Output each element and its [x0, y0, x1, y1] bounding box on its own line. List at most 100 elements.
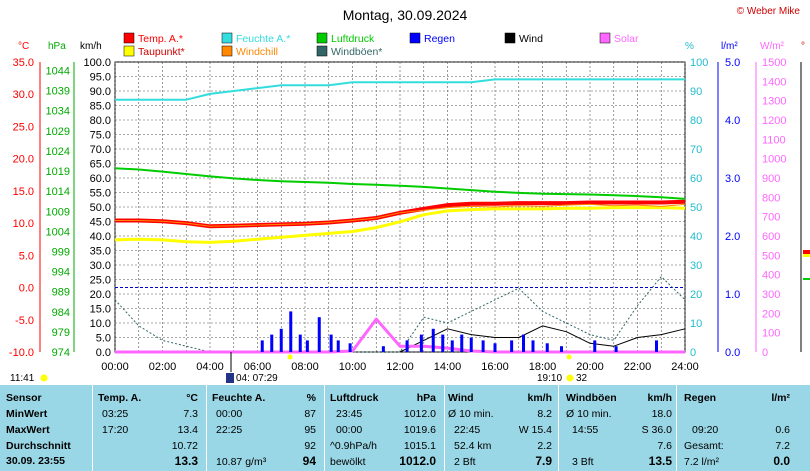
sensor-head: Sensor	[6, 392, 42, 404]
gust-max-time: 14:55	[572, 424, 599, 436]
rain-bar	[441, 334, 445, 352]
wind-tick: 20.0	[90, 289, 111, 301]
rain-bar	[469, 337, 473, 352]
temp-tick: 0.0	[19, 283, 34, 295]
legend-swatch	[599, 32, 611, 44]
temp-tick: -5.0	[15, 315, 34, 327]
rain-bar	[560, 346, 563, 352]
press-forecast: bewölkt	[330, 456, 366, 468]
rain-bar	[493, 343, 497, 352]
legend-label: Windchill	[236, 46, 278, 58]
rain-today: 7.2 l/m²	[684, 456, 720, 468]
temp-tick: 35.0	[13, 57, 34, 69]
rain-bar	[270, 334, 274, 352]
time-tick: 22:00	[624, 361, 652, 373]
pressure-tick: 1044	[46, 66, 70, 78]
humidity-tick: 80	[690, 115, 702, 127]
copyright: © Weber Mike	[736, 6, 800, 17]
press-head: Luftdruck	[330, 392, 379, 404]
hum-avg-value: 92	[304, 440, 316, 452]
series-line	[115, 317, 685, 354]
solar-tick: 700	[762, 212, 780, 224]
time-tick: 08:00	[291, 361, 319, 373]
solar-tick: 1500	[762, 57, 786, 69]
humidity-tick: 30	[690, 260, 702, 272]
wind-tick: 70.0	[90, 144, 111, 156]
rain-bar	[381, 346, 385, 352]
series-line	[115, 203, 686, 227]
legend-swatch	[409, 32, 421, 44]
wind-tick: 60.0	[90, 173, 111, 185]
wind-tick: 55.0	[90, 188, 111, 200]
summary-table: Sensor MinWert MaxWert Durchschnitt 30.0…	[0, 385, 810, 471]
hum-abs: 10.87 g/m³	[216, 456, 267, 468]
rain-bar	[289, 311, 293, 352]
time-tick: 18:00	[529, 361, 557, 373]
chart-title: Montag, 30.09.2024	[343, 7, 468, 23]
time-tick: 24:00	[671, 361, 699, 373]
solar-tick: 300	[762, 289, 780, 301]
pressure-tick: 1034	[46, 106, 70, 118]
row-label-avg: Durchschnitt	[6, 440, 71, 452]
rain-tick: 3.0	[725, 173, 740, 185]
temp-tick: 10.0	[13, 218, 34, 230]
solar-tick: 200	[762, 308, 780, 320]
legend-label: Solar	[614, 33, 639, 45]
wind-tick: 90.0	[90, 86, 111, 98]
press-min-time: 23:45	[336, 408, 363, 420]
col-pressure: Luftdruck hPa 23:45 1012.0 00:00 1019.6 …	[330, 385, 440, 471]
pressure-tick: 984	[52, 307, 70, 319]
pressure-tick: 1024	[46, 146, 70, 158]
wind-min-label: Ø 10 min.	[448, 408, 494, 420]
gust-min-label: Ø 10 min.	[566, 408, 612, 420]
wind-max-value: W 15.4	[518, 424, 552, 436]
wind-tick: 95.0	[90, 72, 111, 84]
wind-tick: 100.0	[83, 57, 111, 69]
rain-bar	[460, 334, 464, 352]
rain-current-value: 0.0	[773, 454, 790, 468]
series-line	[115, 78, 685, 101]
extra-mark-red	[803, 250, 810, 254]
hum-head: Feuchte A.	[212, 392, 266, 404]
extra-axis-unit: °	[801, 41, 805, 52]
rain-tick: 2.0	[725, 231, 740, 243]
hum-max-time: 22:25	[216, 424, 243, 436]
temp-tick: -10.0	[9, 347, 34, 359]
temp-tick: 5.0	[19, 250, 34, 262]
hum-min-value: 87	[304, 408, 316, 420]
wind-distance: 52.4 km	[454, 440, 492, 452]
solar-tick: 1400	[762, 76, 786, 88]
temp-tick: 20.0	[13, 154, 34, 166]
rain-bar	[531, 340, 535, 352]
solar-tick: 0	[762, 347, 768, 359]
press-max-time: 00:00	[336, 424, 363, 436]
wind-tick: 35.0	[90, 246, 111, 258]
rain-bar	[431, 328, 435, 352]
rain-bar	[305, 340, 309, 352]
time-tick: 04:00	[196, 361, 224, 373]
legend-label: Taupunkt*	[138, 46, 185, 58]
pressure-tick: 1019	[46, 166, 70, 178]
series-line	[114, 167, 686, 200]
extra-mark-yellow	[803, 254, 810, 257]
humidity-tick: 100	[690, 57, 708, 69]
legend-label: Luftdruck	[331, 33, 375, 45]
rain-bar	[655, 340, 658, 352]
solar-tick: 100	[762, 328, 780, 340]
temp-current-value: 13.3	[174, 454, 198, 468]
rain-bar	[545, 343, 549, 352]
press-min-value: 1012.0	[403, 408, 436, 420]
gust-current-value: 13.5	[648, 454, 672, 468]
time-tick: 16:00	[481, 361, 509, 373]
wind-tick: 45.0	[90, 217, 111, 229]
temp-avg-value: 10.72	[171, 440, 198, 452]
temp-tick: 15.0	[13, 186, 34, 198]
pressure-tick: 994	[52, 267, 70, 279]
legend-swatch	[221, 32, 233, 44]
rain-bar	[405, 340, 409, 352]
sunset-icon	[566, 374, 574, 382]
wind-unit: km/h	[527, 392, 552, 404]
legend-swatch	[123, 45, 135, 57]
legend-swatch	[123, 32, 135, 44]
time-tick: 00:00	[101, 361, 129, 373]
